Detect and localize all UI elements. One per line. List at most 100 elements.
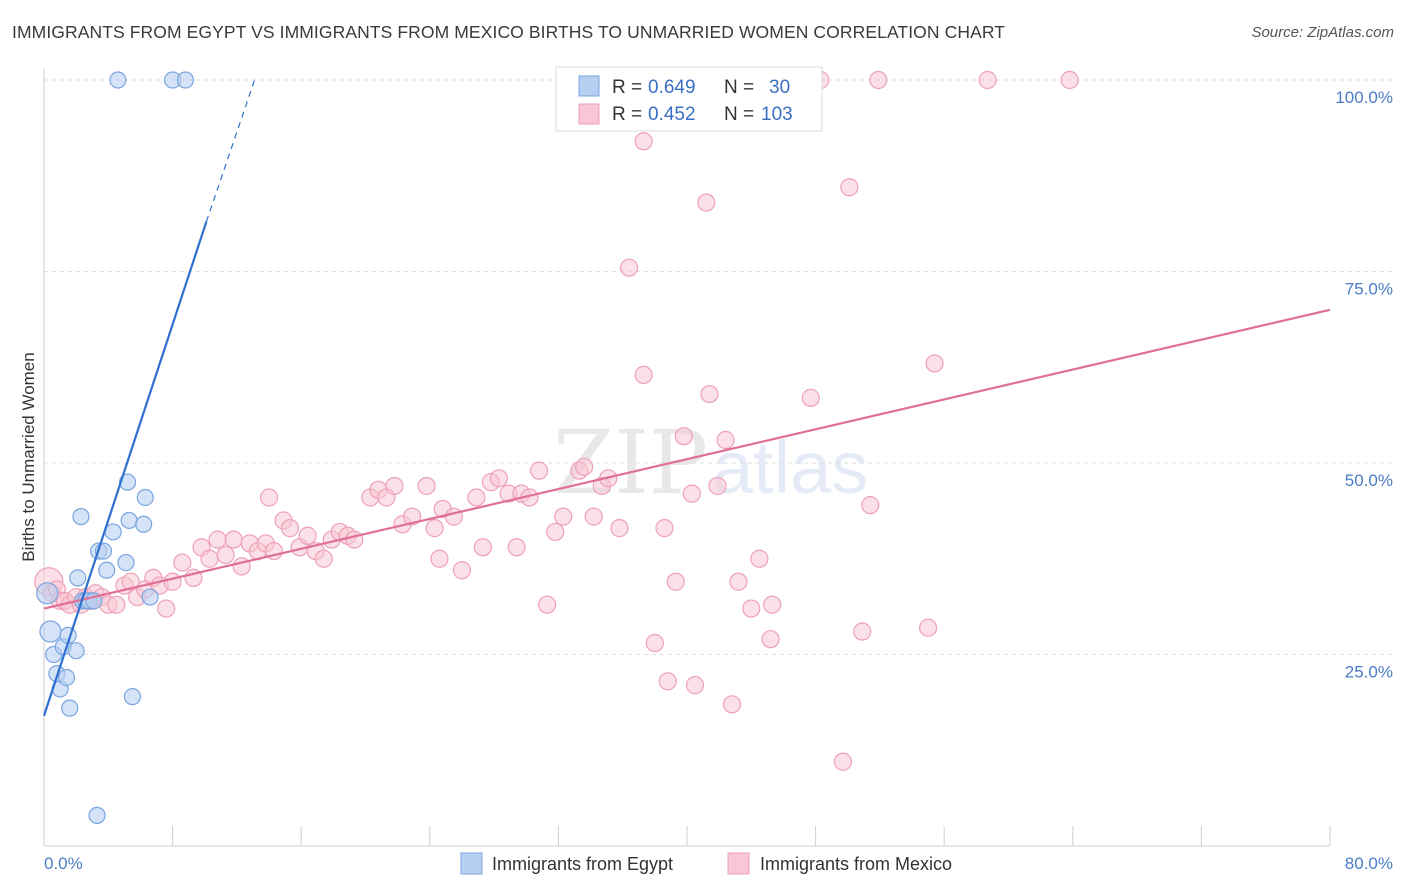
y-axis-label: Births to Unmarried Women [19,352,38,561]
mexico-point [507,538,526,557]
egypt-point [141,588,159,606]
y-tick-label-100: 100.0% [1335,88,1393,107]
legend-box [555,66,823,132]
legend-egypt-r-label: R = [612,77,642,98]
mexico-point [697,193,716,212]
mexico-point [259,488,279,507]
mexico-point [658,672,677,691]
mexico-point [729,572,748,591]
mexico-point [674,427,693,446]
mexico-point [430,549,449,568]
legend-egypt-n-value: 30 [769,77,790,98]
mexico-point [763,595,782,614]
mexico-point [634,132,653,151]
mexico-point [575,457,594,476]
x-tick-marks [43,826,1331,846]
legend-mexico-swatch [578,103,600,125]
mexico-point [200,549,219,568]
bottom-legend-egypt-label: Immigrants from Egypt [492,854,673,874]
bottom-legend-egypt-swatch [460,852,483,875]
mexico-point [425,519,444,538]
legend-egypt-r-value: 0.649 [648,77,696,98]
x-tick-label-min: 0.0% [44,854,83,873]
mexico-point [163,572,182,591]
egypt-series-points [36,71,195,824]
mexico-point [801,388,820,407]
egypt-point [39,620,62,643]
mexico-point [298,526,317,545]
egypt-point [176,71,195,89]
bottom-legend-mexico-label: Immigrants from Mexico [760,854,952,874]
mexico-series-points [34,70,1079,771]
egypt-point [109,71,127,89]
mexico-point [1060,70,1079,90]
mexico-point [761,630,780,649]
egypt-point [57,668,76,687]
mexico-point [280,519,300,538]
mexico-point [978,70,997,90]
mexico-point [666,572,685,591]
egypt-point [36,582,59,605]
mexico-point [403,507,422,526]
mexico-point [538,595,557,614]
legend-mexico-n-label: N = [724,104,754,125]
mexico-point [682,484,701,503]
egypt-point [120,511,138,530]
mexico-point [216,545,235,565]
mexico-point [925,354,944,373]
egypt-point [98,561,116,579]
mexico-point [655,519,674,538]
mexico-point [314,549,333,568]
mexico-point [467,488,486,507]
mexico-point [853,622,872,641]
mexico-point [417,476,436,496]
mexico-point [121,572,140,591]
mexico-point [700,384,719,404]
egypt-trend-line [42,221,208,717]
chart-source: Source: ZipAtlas.com [1251,24,1394,41]
mexico-point [833,752,853,771]
mexico-point [157,599,176,618]
trend-lines [42,79,1331,717]
mexico-trend-line [43,308,1331,610]
mexico-point [530,461,549,480]
y-tick-labels: 25.0% 50.0% 75.0% 100.0% [1335,88,1393,682]
legend-mexico-n-value: 103 [761,104,793,125]
mexico-point [444,507,464,526]
bottom-legend-mexico-swatch [727,852,750,875]
egypt-point [88,806,106,824]
mexico-point [610,519,629,538]
mexico-point [554,507,573,526]
egypt-point [118,473,137,491]
mexico-point [869,70,888,90]
y-tick-label-25: 25.0% [1345,663,1393,682]
mexico-point [208,530,227,549]
mexico-point [716,430,735,450]
y-tick-label-75: 75.0% [1345,280,1393,299]
legend-egypt-n-label: N = [724,77,754,98]
mexico-point [750,549,769,568]
egypt-point [72,508,90,526]
mexico-point [546,522,565,542]
mexico-point [452,561,472,580]
legend-mexico-r-label: R = [612,104,642,125]
mexico-point [919,618,938,637]
mexico-point [722,695,742,714]
egypt-point [104,523,122,541]
egypt-point [136,488,154,507]
x-tick-label-max: 80.0% [1345,854,1393,873]
mexico-point [708,476,727,496]
mexico-point [489,469,509,488]
egypt-point [67,642,85,660]
mexico-point [345,530,364,549]
chart-title: IMMIGRANTS FROM EGYPT VS IMMIGRANTS FROM… [12,22,1006,42]
mexico-point [645,633,664,653]
mexico-point [173,553,192,572]
egypt-trend-extension [205,79,256,222]
egypt-point [135,515,153,533]
mexico-point [840,178,859,197]
legend-mexico-r-value: 0.452 [648,104,696,125]
y-tick-label-50: 50.0% [1345,471,1393,490]
mexico-point [685,676,705,695]
